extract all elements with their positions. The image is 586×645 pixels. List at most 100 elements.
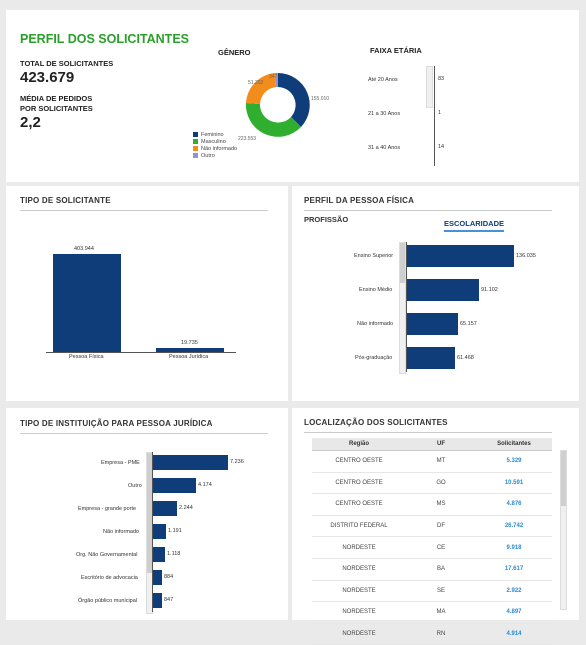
- bar-empresa-grande-porte[interactable]: [153, 501, 177, 516]
- media-label-2: POR SOLICITANTES: [20, 104, 93, 113]
- total-value: 423.679: [20, 69, 75, 86]
- cell-regiao: NORDESTE: [312, 580, 406, 603]
- legend-label: Outro: [201, 152, 215, 159]
- bar-pos-graduacao[interactable]: [407, 347, 455, 369]
- bar-value: 847: [164, 597, 174, 603]
- column-header-regiao[interactable]: Região: [312, 438, 406, 451]
- donut-slice-nao-informado[interactable]: [246, 73, 276, 104]
- cell-solicitantes: 17.617: [476, 558, 552, 581]
- cell-uf: MS: [406, 493, 476, 516]
- localizacao-panel: LOCALIZAÇÃO DOS SOLICITANTES Região UF S…: [292, 408, 579, 645]
- cell-solicitantes: 4.897: [476, 601, 552, 624]
- cell-solicitantes: 5.329: [476, 450, 552, 473]
- cell-uf: DF: [406, 515, 476, 538]
- localizacao-title: LOCALIZAÇÃO DOS SOLICITANTES: [304, 418, 448, 427]
- legend-item-outro[interactable]: Outro: [193, 152, 237, 159]
- table-row[interactable]: NORDESTE RN 4.914: [312, 623, 552, 645]
- table-row[interactable]: NORDESTE MA 4.897: [312, 601, 552, 624]
- total-label: TOTAL DE SOLICITANTES: [20, 59, 114, 68]
- cell-uf: BA: [406, 558, 476, 581]
- header-label: Solicitantes: [497, 441, 531, 447]
- donut-label-feminino: 155.010: [311, 96, 329, 102]
- faixa-row-label: 21 a 30 Anos: [368, 111, 401, 117]
- table-row[interactable]: DISTRITO FEDERAL DF 26.742: [312, 515, 552, 538]
- bar-label: Pessoa Jurídica: [169, 354, 209, 360]
- table-row[interactable]: NORDESTE CE 9.918: [312, 536, 552, 559]
- table-row[interactable]: NORDESTE SE 2.922: [312, 580, 552, 603]
- bar-label: Empresa - PME: [101, 460, 140, 466]
- bar-pessoa-juridica[interactable]: [156, 348, 224, 352]
- bar-label: Ensino Superior: [354, 253, 394, 259]
- genero-title: GÊNERO: [218, 48, 251, 57]
- bar-value: 4.174: [198, 482, 212, 488]
- page-title: PERFIL DOS SOLICITANTES: [20, 32, 189, 46]
- legend-item-nao-informado[interactable]: Não informado: [193, 145, 237, 152]
- column-header-uf[interactable]: UF: [406, 438, 476, 451]
- escolaridade-scrollbar[interactable]: [399, 242, 406, 374]
- cell-regiao: DISTRITO FEDERAL: [312, 515, 406, 538]
- bar-value: 91.102: [481, 287, 498, 293]
- legend-swatch: [193, 153, 198, 158]
- cell-uf: MT: [406, 450, 476, 473]
- donut-slice-feminino[interactable]: [278, 73, 310, 127]
- legend-item-feminino[interactable]: Feminino: [193, 131, 237, 138]
- y-axis-line: [152, 452, 153, 612]
- faixa-row-value: 83: [438, 76, 445, 82]
- cell-regiao: NORDESTE: [312, 536, 406, 559]
- cell-regiao: NORDESTE: [312, 558, 406, 581]
- divider: [304, 210, 552, 211]
- bar-value: 2.244: [179, 505, 193, 511]
- bar-ensino-superior[interactable]: [407, 245, 514, 267]
- donut-slice-outro[interactable]: [275, 72, 278, 87]
- bar-label: Não informado: [103, 529, 140, 535]
- bar-orgao-publico-municipal[interactable]: [153, 593, 162, 608]
- header-label: Região: [348, 441, 369, 447]
- donut-slice-masculino[interactable]: [245, 103, 301, 137]
- scroll-thumb[interactable]: [147, 453, 152, 573]
- genero-donut-chart: 155.010 223.553 51.202 347: [238, 72, 329, 142]
- bar-org-nao-governamental[interactable]: [153, 547, 165, 562]
- legend-swatch: [193, 146, 198, 151]
- table-row[interactable]: NORDESTE BA 17.617: [312, 558, 552, 581]
- instituicao-title: TIPO DE INSTITUIÇÃO PARA PESSOA JURÍDICA: [20, 419, 213, 428]
- tab-escolaridade[interactable]: ESCOLARIDADE: [444, 219, 505, 232]
- bar-label: Outro: [128, 483, 142, 489]
- bar-label: Pessoa Física: [69, 354, 104, 360]
- table-scrollbar[interactable]: [560, 450, 567, 610]
- bar-escritorio-advocacia[interactable]: [153, 570, 162, 585]
- bar-ensino-medio[interactable]: [407, 279, 479, 301]
- tipo-solicitante-title: TIPO DE SOLICITANTE: [20, 196, 111, 205]
- media-value: 2,2: [20, 114, 41, 131]
- bar-empresa-pme[interactable]: [153, 455, 228, 470]
- cell-solicitantes: 9.918: [476, 536, 552, 559]
- table-row[interactable]: CENTRO OESTE MS 4.876: [312, 493, 552, 516]
- scroll-thumb[interactable]: [561, 451, 566, 506]
- bar-value: 884: [164, 574, 174, 580]
- cell-uf: RN: [406, 623, 476, 645]
- faixa-row-label: 31 a 40 Anos: [368, 145, 401, 151]
- legend-label: Não informado: [201, 145, 238, 152]
- bar-nao-informado[interactable]: [407, 313, 458, 335]
- cell-solicitantes: 26.742: [476, 515, 552, 538]
- bar-value: 403.944: [74, 246, 94, 252]
- scroll-thumb[interactable]: [400, 243, 405, 283]
- cell-uf: GO: [406, 472, 476, 495]
- bar-label: Não informado: [357, 321, 394, 327]
- table-row[interactable]: CENTRO OESTE MT 5.329: [312, 450, 552, 473]
- donut-label-nao-informado: 51.202: [248, 80, 264, 86]
- faixa-row-value: 1: [438, 110, 442, 116]
- column-header-solicitantes[interactable]: Solicitantes: [476, 438, 552, 451]
- bar-nao-informado[interactable]: [153, 524, 166, 539]
- pessoa-fisica-title: PERFIL DA PESSOA FÍSICA: [304, 196, 415, 205]
- tab-profissao[interactable]: PROFISSÃO: [304, 215, 349, 224]
- faixa-scrollbar[interactable]: [426, 66, 433, 108]
- bar-value: 136.035: [516, 253, 536, 259]
- bar-label: Ensino Médio: [359, 287, 393, 293]
- bar-value: 61.468: [457, 355, 474, 361]
- legend-item-masculino[interactable]: Masculino: [193, 138, 237, 145]
- bar-pessoa-fisica[interactable]: [53, 254, 121, 352]
- cell-solicitantes: 4.876: [476, 493, 552, 516]
- bar-outro[interactable]: [153, 478, 196, 493]
- table-row[interactable]: CENTRO OESTE GO 10.591: [312, 472, 552, 495]
- bar-value: 65.157: [460, 321, 477, 327]
